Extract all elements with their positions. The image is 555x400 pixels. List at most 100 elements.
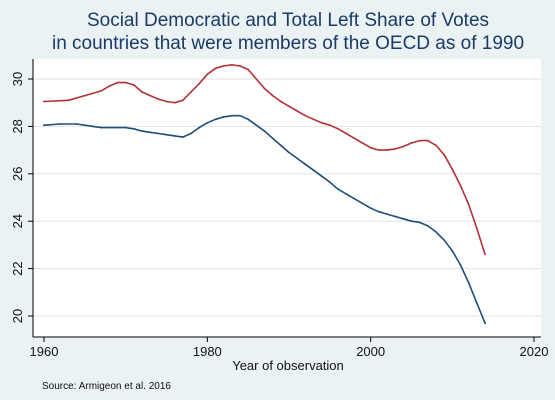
series-1-point bbox=[100, 89, 103, 92]
series-2-point bbox=[337, 188, 339, 191]
series-1-point bbox=[377, 149, 380, 152]
series-2-point bbox=[100, 126, 103, 129]
series-1-point bbox=[328, 124, 331, 127]
series-1-point bbox=[369, 146, 372, 149]
series-2-point bbox=[263, 130, 266, 133]
series-1-point bbox=[337, 127, 339, 130]
series-2-point bbox=[206, 121, 209, 124]
series-1-point bbox=[361, 142, 364, 144]
series-2-point bbox=[83, 124, 86, 127]
series-2-point bbox=[92, 125, 94, 128]
series-layer bbox=[43, 63, 486, 325]
series-1-point bbox=[418, 139, 421, 142]
series-2-point bbox=[59, 123, 62, 125]
series-2-point bbox=[369, 207, 372, 210]
series-1-point bbox=[304, 114, 307, 117]
series-1-point bbox=[132, 84, 135, 86]
series-2-point bbox=[149, 131, 152, 134]
series-2-point bbox=[418, 221, 421, 224]
series-2-point bbox=[361, 202, 364, 205]
series-1-point bbox=[181, 99, 184, 102]
series-2-point bbox=[116, 126, 119, 129]
x-axis-title: Year of observation bbox=[232, 358, 344, 373]
source-note: Source: Armigeon et al. 2016 bbox=[42, 381, 171, 392]
y-tick-label: 20 bbox=[10, 309, 25, 323]
series-2-point bbox=[394, 215, 397, 218]
series-1-point bbox=[402, 145, 405, 148]
series-2-point bbox=[132, 127, 135, 130]
series-2-point bbox=[296, 157, 299, 160]
y-tick-label: 28 bbox=[10, 119, 25, 133]
series-2-point bbox=[198, 126, 201, 129]
plot-area bbox=[33, 59, 541, 337]
x-tick-label: 1980 bbox=[193, 344, 222, 359]
series-1-point bbox=[157, 98, 160, 101]
series-1-point bbox=[459, 184, 462, 187]
series-1-point bbox=[263, 87, 266, 90]
series-2-point bbox=[108, 126, 111, 129]
series-2-point bbox=[328, 181, 331, 183]
series-2-point bbox=[402, 217, 405, 220]
series-1-point bbox=[279, 100, 282, 103]
series-1-point bbox=[345, 132, 348, 135]
series-2-point bbox=[124, 126, 127, 129]
series-1-point bbox=[467, 203, 470, 206]
x-tick-label: 2000 bbox=[356, 344, 385, 359]
series-1-point bbox=[222, 65, 225, 67]
series-2-point bbox=[451, 249, 454, 252]
series-2-point bbox=[426, 225, 429, 227]
series-1-point bbox=[198, 82, 201, 85]
series-2-point bbox=[320, 175, 323, 178]
series-2-point bbox=[345, 193, 348, 195]
series-2-point bbox=[443, 239, 446, 242]
series-2-point bbox=[222, 116, 225, 118]
series-1-point bbox=[255, 78, 258, 80]
series-2-point bbox=[271, 137, 274, 140]
series-2-point bbox=[165, 133, 168, 136]
series-1-point bbox=[394, 148, 397, 150]
series-2-point bbox=[255, 124, 258, 127]
series-1-point bbox=[426, 139, 429, 142]
series-1-point bbox=[484, 253, 486, 256]
series-1-point bbox=[247, 68, 250, 71]
series-2-point bbox=[230, 114, 233, 117]
series-1-point bbox=[435, 144, 437, 147]
series-2-point bbox=[353, 197, 356, 200]
axis-layer: 20 22 24 26 28 30 1960 1980 2000 2020 bbox=[10, 59, 548, 359]
series-2-point bbox=[157, 132, 160, 135]
series-1-point bbox=[296, 110, 299, 112]
series-2-point bbox=[475, 302, 478, 304]
series-1-point bbox=[386, 149, 388, 152]
y-tick-label: 24 bbox=[10, 214, 25, 228]
series-2-point bbox=[190, 132, 192, 135]
series-2-point bbox=[484, 322, 486, 325]
series-2-point bbox=[75, 123, 78, 125]
y-tick-label: 22 bbox=[10, 261, 25, 275]
series-1-point bbox=[149, 94, 152, 97]
series-2-point bbox=[141, 130, 143, 133]
series-1-point bbox=[116, 81, 119, 84]
series-1-point bbox=[141, 91, 143, 93]
series-2-point bbox=[279, 144, 282, 147]
series-1-point bbox=[475, 227, 478, 230]
series-1-point bbox=[206, 73, 209, 76]
series-1-point bbox=[230, 63, 233, 66]
series-1-point bbox=[239, 65, 241, 67]
series-1-point bbox=[43, 100, 45, 103]
y-tick-label: 30 bbox=[10, 72, 25, 86]
series-1-point bbox=[108, 85, 111, 88]
series-1-point bbox=[320, 121, 323, 124]
series-1-point bbox=[165, 100, 168, 103]
series-2-point bbox=[459, 264, 462, 266]
series-2-point bbox=[173, 134, 176, 137]
series-1-point bbox=[173, 101, 176, 104]
series-1-point bbox=[443, 153, 446, 156]
series-2-point bbox=[312, 169, 315, 172]
series-1-point bbox=[83, 94, 86, 97]
series-1-point bbox=[353, 137, 356, 140]
series-1-point bbox=[312, 118, 315, 121]
y-tick-label: 26 bbox=[10, 167, 25, 181]
series-2-point bbox=[247, 118, 250, 121]
series-1-point bbox=[124, 81, 127, 84]
